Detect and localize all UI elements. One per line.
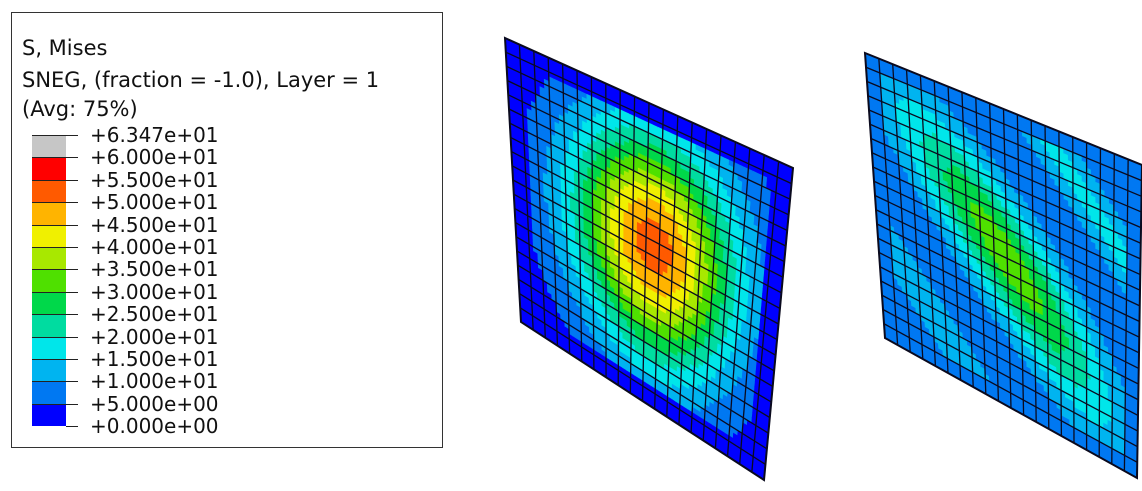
legend-tick	[66, 247, 78, 248]
legend-band	[32, 135, 66, 158]
legend-band	[32, 359, 66, 382]
legend-band	[32, 336, 66, 359]
legend-tick	[66, 224, 78, 226]
stress-contour-plate-right	[863, 51, 1142, 480]
legend-tick	[66, 336, 78, 338]
legend-tick	[66, 157, 78, 159]
legend-level-label: +1.000e+01	[90, 369, 219, 394]
legend-level-label: +1.500e+01	[90, 347, 219, 371]
legend-level-label: +5.000e+01	[90, 190, 219, 215]
legend-level-label: +2.500e+01	[90, 302, 219, 327]
legend-band	[32, 291, 66, 315]
legend-level-label: +4.000e+01	[90, 235, 219, 259]
contour-cells	[504, 37, 794, 481]
legend-level-label: +2.000e+01	[90, 324, 219, 349]
legend-level-label: +5.000e+00	[90, 391, 219, 416]
legend-level-label: +0.000e+00	[90, 414, 219, 439]
legend-tick	[66, 135, 78, 136]
legend-band	[32, 224, 66, 247]
legend-tick	[66, 179, 78, 181]
legend-color-bar	[32, 135, 66, 427]
legend-level-label: +5.500e+01	[90, 167, 219, 192]
legend-tick	[66, 359, 78, 360]
legend-level-label: +4.500e+01	[90, 212, 219, 237]
legend-band	[32, 403, 66, 427]
legend-title-line-3: (Avg: 75%)	[22, 97, 138, 121]
legend-band	[32, 247, 66, 270]
legend-level-label: +6.000e+01	[90, 145, 219, 170]
legend-tick	[66, 202, 78, 204]
legend-tick	[66, 291, 78, 293]
stress-contour-plate-left	[503, 36, 795, 482]
legend-title-line-1: S, Mises	[22, 36, 108, 60]
legend-band	[32, 157, 66, 180]
legend-title-line-2: SNEG, (fraction = -1.0), Layer = 1	[22, 68, 380, 92]
legend-tick	[66, 381, 78, 383]
legend-tick	[66, 403, 78, 405]
legend-level-label: +6.347e+01	[90, 123, 219, 147]
legend-tick	[66, 269, 78, 271]
legend-band	[32, 202, 66, 225]
legend-level-label: +3.500e+01	[90, 257, 219, 282]
legend-band	[32, 314, 66, 337]
legend-band	[32, 179, 66, 203]
legend-panel	[11, 12, 443, 448]
legend-band	[32, 381, 66, 404]
legend-tick	[66, 426, 78, 428]
legend-level-label: +3.000e+01	[90, 279, 219, 304]
legend-tick	[66, 314, 78, 316]
legend-band	[32, 269, 66, 292]
